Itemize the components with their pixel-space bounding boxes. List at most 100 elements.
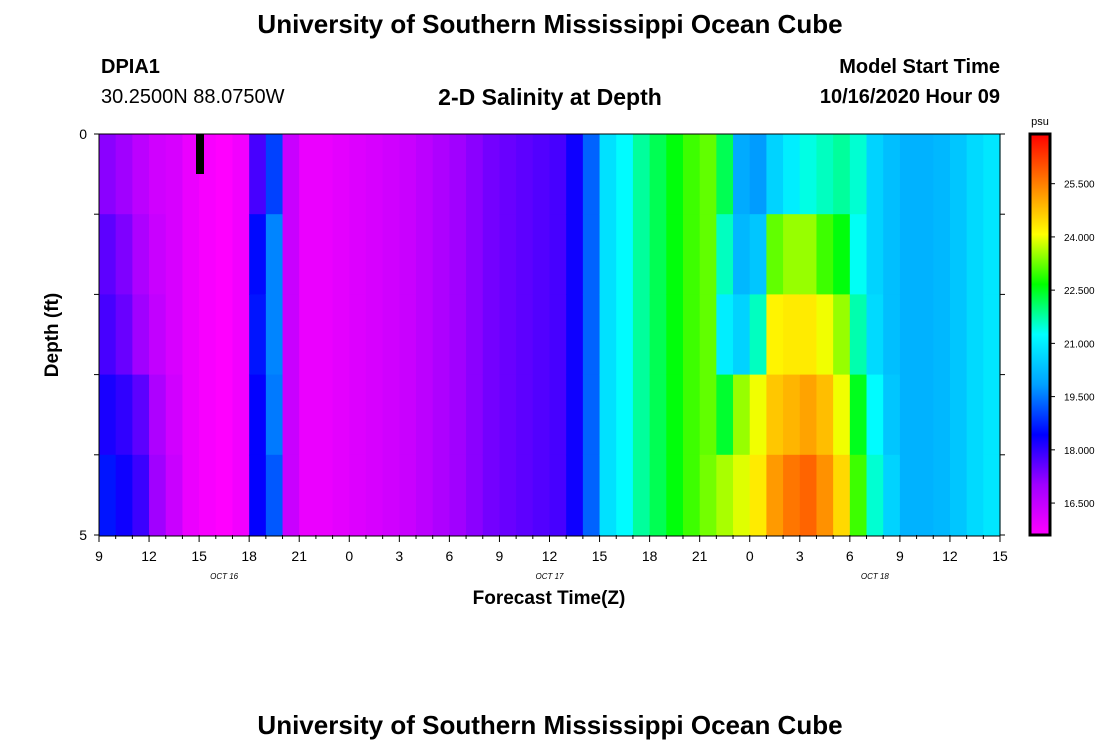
heatmap-cell (549, 454, 567, 536)
heatmap-cell (632, 134, 651, 215)
footer-title: University of Southern Mississippi Ocean… (257, 710, 843, 740)
heatmap-cell (365, 374, 384, 456)
heatmap-cell (816, 214, 834, 295)
heatmap-cell (99, 454, 117, 536)
heatmap-cell (132, 374, 150, 456)
heatmap-cell (349, 294, 367, 376)
date-label: OCT 18 (861, 572, 890, 581)
heatmap-cell (599, 294, 617, 376)
heatmap-cell (499, 294, 517, 376)
heatmap-cell (299, 214, 317, 295)
heatmap-cell (816, 294, 834, 376)
heatmap-cell (949, 374, 968, 456)
heatmap-cell (432, 134, 450, 215)
heatmap-cell (816, 374, 834, 456)
colorbar-tick-label: 25.500 (1064, 180, 1095, 191)
heatmap-cell (949, 134, 968, 215)
heatmap-cell (849, 374, 868, 456)
heatmap-cell (182, 374, 200, 456)
heatmap-cell (99, 374, 117, 456)
y-axis: 05 (79, 126, 1005, 543)
heatmap-cell (599, 374, 617, 456)
heatmap-cell (282, 374, 300, 456)
heatmap-cell (399, 294, 417, 376)
heatmap-cell (549, 374, 567, 456)
heatmap-cell (99, 214, 117, 295)
heatmap-cell (766, 214, 784, 295)
heatmap-cell (99, 294, 117, 376)
page-title: University of Southern Mississippi Ocean… (257, 9, 843, 39)
x-tick-label: 15 (992, 548, 1008, 564)
heatmap-cell (866, 454, 884, 536)
heatmap-cell (532, 374, 551, 456)
station-coords: 30.2500N 88.0750W (101, 86, 285, 108)
heatmap-cell (115, 454, 133, 536)
heatmap-cell (232, 294, 250, 376)
heatmap-cell (649, 454, 667, 536)
heatmap-cell (866, 134, 884, 215)
heatmap-cell (416, 294, 434, 376)
heatmap-cell (766, 454, 784, 536)
heatmap-cell (382, 214, 400, 295)
heatmap-cell (899, 454, 918, 536)
heatmap-cell (299, 374, 317, 456)
heatmap-cell (132, 294, 150, 376)
heatmap-cell (566, 134, 584, 215)
heatmap-cell (182, 294, 200, 376)
heatmap-cell (466, 214, 484, 295)
heatmap-cell (516, 374, 534, 456)
heatmap-cell (165, 374, 184, 456)
heatmap-cell (733, 454, 751, 536)
heatmap-cell (482, 134, 501, 215)
heatmap-cell (682, 214, 701, 295)
heatmap-cell (349, 214, 367, 295)
heatmap-cell (399, 454, 417, 536)
heatmap-cell (666, 134, 684, 215)
heatmap-cell (165, 294, 184, 376)
heatmap-cell (833, 374, 851, 456)
heatmap-cells (99, 134, 1001, 536)
heatmap-cell (149, 294, 167, 376)
x-tick-label: 0 (345, 548, 353, 564)
x-tick-label: 3 (796, 548, 804, 564)
heatmap-cell (966, 454, 984, 536)
heatmap-cell (899, 214, 918, 295)
heatmap-cell (416, 374, 434, 456)
heatmap-cell (816, 134, 834, 215)
heatmap-cell (315, 134, 334, 215)
heatmap-cell (799, 134, 818, 215)
heatmap-cell (599, 454, 617, 536)
heatmap-cell (849, 454, 868, 536)
heatmap-cell (132, 214, 150, 295)
heatmap-cell (215, 294, 234, 376)
x-axis-label: Forecast Time(Z) (473, 588, 626, 609)
heatmap-cell (265, 374, 284, 456)
heatmap-cell (482, 294, 501, 376)
heatmap-cell (499, 454, 517, 536)
heatmap-cell (766, 134, 784, 215)
heatmap-cell (349, 134, 367, 215)
heatmap-cell (365, 214, 384, 295)
heatmap-cell (516, 214, 534, 295)
heatmap-cell (482, 374, 501, 456)
heatmap-cell (315, 214, 334, 295)
heatmap-cell (499, 134, 517, 215)
heatmap-cell (699, 294, 717, 376)
plot-title: 2-D Salinity at Depth (438, 84, 662, 110)
heatmap-cell (482, 454, 501, 536)
heatmap-cell (666, 214, 684, 295)
heatmap-cell (532, 454, 551, 536)
heatmap-cell (783, 374, 801, 456)
heatmap-cell (382, 134, 400, 215)
heatmap-cell (866, 214, 884, 295)
heatmap-cell (716, 374, 734, 456)
heatmap-cell (182, 134, 200, 215)
heatmap-cell (566, 374, 584, 456)
x-tick-label: 9 (896, 548, 904, 564)
heatmap-cell (749, 214, 768, 295)
heatmap-cell (215, 454, 234, 536)
heatmap-cell (165, 454, 184, 536)
heatmap-cell (449, 134, 467, 215)
heatmap-cell (416, 214, 434, 295)
